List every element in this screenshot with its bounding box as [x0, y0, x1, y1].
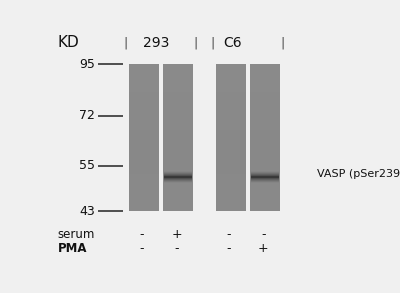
Text: |: |	[280, 37, 285, 50]
Text: KD: KD	[58, 35, 80, 50]
Text: 95: 95	[79, 58, 95, 71]
Text: |: |	[124, 37, 128, 50]
Text: +: +	[171, 228, 182, 241]
Text: |: |	[194, 37, 198, 50]
Text: -: -	[226, 228, 230, 241]
Text: -: -	[174, 242, 179, 255]
Text: 43: 43	[79, 205, 95, 218]
Text: -: -	[139, 228, 144, 241]
Text: 293: 293	[143, 36, 170, 50]
Text: serum: serum	[58, 228, 95, 241]
Text: -: -	[226, 242, 230, 255]
Text: |: |	[211, 37, 215, 50]
Text: -: -	[261, 228, 266, 241]
Text: 72: 72	[79, 109, 95, 122]
Text: C6: C6	[224, 36, 242, 50]
Text: 55: 55	[79, 159, 95, 172]
Text: PMA: PMA	[58, 242, 87, 255]
Text: +: +	[258, 242, 268, 255]
Text: -: -	[139, 242, 144, 255]
Text: VASP (pSer239): VASP (pSer239)	[317, 169, 400, 179]
